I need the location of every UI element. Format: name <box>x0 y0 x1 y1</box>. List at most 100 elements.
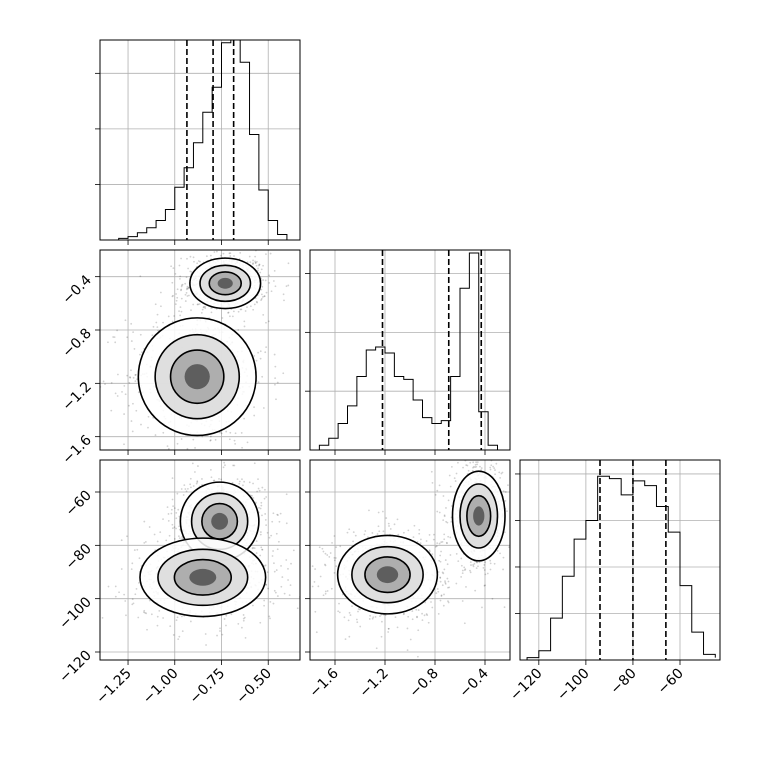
scatter-point <box>274 285 277 288</box>
scatter-point <box>189 270 192 273</box>
scatter-point <box>306 563 308 565</box>
scatter-point <box>265 524 268 527</box>
scatter-point <box>263 599 266 602</box>
scatter-point <box>180 289 182 292</box>
scatter-point <box>252 604 254 607</box>
scatter-point <box>467 469 470 472</box>
scatter-point <box>156 615 159 618</box>
scatter-point <box>180 297 183 300</box>
scatter-point <box>210 311 213 314</box>
scatter-point <box>311 565 314 568</box>
scatter-point <box>475 561 478 564</box>
scatter-point <box>131 562 134 565</box>
y-tick-label: −0.8 <box>59 326 94 361</box>
scatter-point <box>252 262 254 265</box>
scatter-point <box>257 267 259 270</box>
scatter-point <box>222 244 224 246</box>
scatter-point <box>431 553 434 556</box>
scatter-point <box>261 285 264 288</box>
contour-level-0 <box>451 470 506 562</box>
y-tick-label: −100 <box>56 594 95 633</box>
corner-panels: −1.6 −1.2 −0.8 −0.4 −1.25 −1.00 −0.75 −0.50 −120… <box>56 39 721 707</box>
scatter-point <box>285 493 288 496</box>
scatter-point <box>172 505 175 508</box>
scatter-point <box>277 514 279 516</box>
scatter-point <box>112 336 115 338</box>
scatter-point <box>476 463 479 466</box>
scatter-point <box>276 548 279 551</box>
scatter-point <box>176 296 179 299</box>
scatter-point <box>348 528 351 531</box>
scatter-point <box>157 329 160 332</box>
scatter-point <box>180 284 183 287</box>
scatter-point <box>444 582 447 585</box>
scatter-point <box>130 322 133 325</box>
scatter-point <box>375 647 378 650</box>
scatter-point <box>287 262 290 265</box>
scatter-point <box>474 589 477 592</box>
scatter-point <box>363 533 366 536</box>
scatter-point <box>469 561 472 564</box>
scatter-point <box>159 291 162 294</box>
scatter-point <box>192 455 194 457</box>
y-tick-label: −1.6 <box>59 432 94 467</box>
scatter-point <box>209 435 212 438</box>
scatter-point <box>283 299 285 302</box>
contour-level-1 <box>459 483 499 549</box>
scatter-point <box>437 571 440 573</box>
scatter-point <box>187 267 190 270</box>
scatter-point <box>116 329 119 332</box>
scatter-point <box>82 565 84 567</box>
contour-level-1 <box>154 333 241 420</box>
scatter-point <box>156 326 159 329</box>
scatter-point <box>440 541 443 543</box>
scatter-point <box>237 329 240 331</box>
scatter-point <box>334 557 337 559</box>
scatter-point <box>172 267 175 270</box>
scatter-point <box>416 655 419 658</box>
scatter-point <box>502 490 505 493</box>
scatter-point <box>462 466 464 469</box>
scatter-point <box>196 481 199 484</box>
scatter-point <box>449 554 452 556</box>
scatter-point <box>273 270 276 272</box>
contour-level-0 <box>336 534 439 615</box>
scatter-point <box>205 644 207 646</box>
scatter-point <box>425 540 428 542</box>
scatter-point <box>287 567 289 570</box>
scatter-point <box>450 465 453 468</box>
scatter-point <box>189 620 192 623</box>
scatter-point <box>230 613 233 616</box>
scatter-point <box>259 357 262 360</box>
scatter-point <box>215 250 218 253</box>
scatter-point <box>352 531 355 534</box>
scatter-point <box>460 458 462 460</box>
scatter-point <box>162 431 165 434</box>
scatter-point <box>257 487 260 490</box>
axes-frame-p0_0 <box>99 39 301 241</box>
scatter-point <box>508 455 510 457</box>
scatter-point <box>486 572 489 575</box>
scatter-point <box>139 275 142 278</box>
scatter-point <box>275 569 278 571</box>
scatter-point <box>220 432 223 435</box>
scatter-point <box>116 395 119 397</box>
scatter-point <box>465 464 468 466</box>
scatter-point <box>156 313 159 316</box>
scatter-point <box>180 288 183 291</box>
scatter-point <box>133 549 136 551</box>
scatter-point <box>474 466 476 469</box>
scatter-point <box>196 480 199 483</box>
scatter-point <box>186 287 188 290</box>
scatter-point <box>289 584 292 586</box>
density-p2_0 <box>139 481 267 618</box>
scatter-point <box>515 501 517 503</box>
scatter-point <box>500 472 503 475</box>
scatter-point <box>489 466 492 469</box>
scatter-point <box>264 564 267 567</box>
scatter-point <box>259 350 262 353</box>
scatter-point <box>156 540 159 543</box>
scatter-point <box>315 631 318 634</box>
scatter-point <box>406 649 409 652</box>
scatter-point <box>255 501 257 504</box>
